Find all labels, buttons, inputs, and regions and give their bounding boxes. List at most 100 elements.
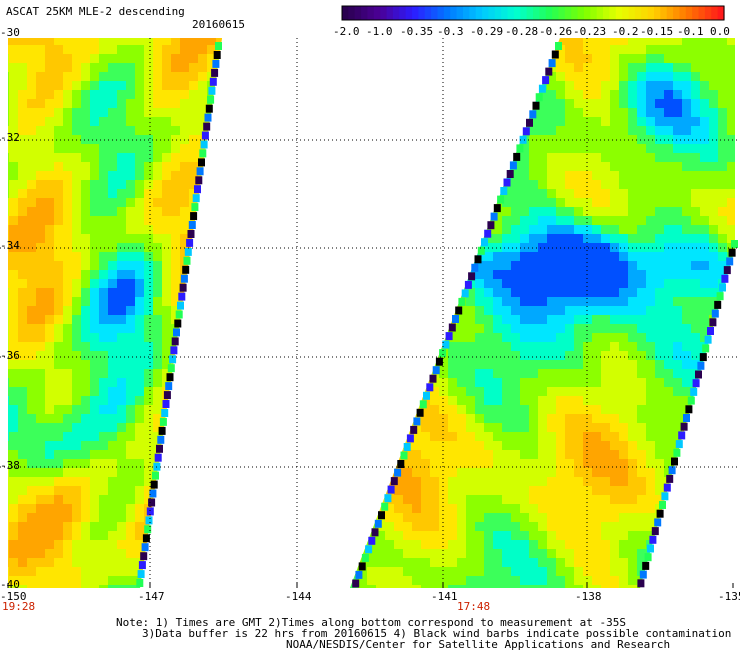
data-cell: [18, 441, 28, 451]
data-cell: [135, 540, 145, 550]
data-cell: [565, 45, 575, 55]
data-cell: [520, 576, 530, 586]
data-cell: [72, 576, 82, 586]
data-cell: [538, 288, 548, 298]
data-cell: [207, 477, 217, 487]
data-cell: [8, 252, 10, 262]
data-cell: [72, 324, 82, 334]
data-cell: [207, 369, 217, 379]
data-cell: [439, 207, 449, 217]
data-cell: [430, 234, 440, 244]
data-cell: [117, 180, 127, 190]
data-cell: [412, 126, 422, 136]
data-cell: [36, 90, 46, 100]
data-cell: [144, 207, 154, 217]
data-cell: [520, 225, 530, 235]
data-cell: [466, 369, 476, 379]
edge-pixel: [477, 246, 485, 255]
edge-pixel: [355, 570, 363, 579]
data-cell: [162, 513, 172, 523]
data-cell: [99, 153, 109, 163]
data-cell: [198, 144, 208, 154]
data-cell: [99, 576, 109, 586]
data-cell: [153, 38, 163, 46]
data-cell: [18, 567, 28, 577]
edge-pixel: [146, 507, 154, 516]
data-cell: [180, 207, 190, 217]
data-cell: [439, 558, 449, 568]
data-cell: [358, 90, 368, 100]
data-cell: [619, 38, 629, 46]
data-cell: [350, 351, 359, 361]
data-cell: [180, 324, 190, 334]
data-cell: [45, 189, 55, 199]
data-cell: [493, 450, 503, 460]
data-cell: [556, 405, 566, 415]
data-cell: [376, 207, 386, 217]
data-cell: [646, 576, 656, 586]
data-cell: [90, 558, 100, 568]
data-cell: [72, 207, 82, 217]
data-cell: [493, 585, 503, 588]
data-cell: [340, 558, 350, 568]
data-cell: [54, 342, 64, 352]
data-cell: [520, 522, 530, 532]
data-cell: [9, 522, 19, 532]
edge-pixel: [464, 280, 472, 289]
data-cell: [475, 207, 485, 217]
data-cell: [583, 324, 593, 334]
data-cell: [628, 234, 638, 244]
data-cell: [198, 270, 208, 280]
data-cell: [718, 38, 728, 46]
data-cell: [403, 225, 413, 235]
data-cell: [529, 369, 539, 379]
data-cell: [207, 495, 217, 505]
data-cell: [538, 279, 548, 289]
edge-pixel: [204, 113, 212, 122]
data-cell: [27, 405, 37, 415]
edge-pixel: [352, 579, 360, 588]
data-cell: [99, 432, 109, 442]
data-cell: [727, 108, 735, 118]
data-cell: [63, 198, 73, 208]
data-cell: [565, 288, 575, 298]
data-cell: [412, 558, 422, 568]
data-cell: [547, 225, 557, 235]
data-cell: [81, 54, 91, 64]
data-cell: [36, 351, 46, 361]
data-cell: [54, 126, 64, 136]
data-cell: [655, 279, 665, 289]
colorbar-label: -0.23: [573, 25, 607, 38]
data-cell: [340, 432, 350, 442]
data-cell: [673, 297, 683, 307]
data-cell: [81, 387, 91, 397]
data-cell: [340, 180, 350, 190]
data-cell: [664, 585, 674, 588]
colorbar-swatch: [443, 6, 451, 20]
data-cell: [736, 567, 740, 577]
data-cell: [340, 108, 350, 118]
data-cell: [718, 126, 728, 136]
data-cell: [153, 351, 163, 361]
data-cell: [484, 369, 494, 379]
data-cell: [126, 135, 136, 145]
data-cell: [619, 297, 629, 307]
data-cell: [54, 477, 64, 487]
data-cell: [682, 207, 692, 217]
data-cell: [403, 369, 413, 379]
data-cell: [511, 558, 521, 568]
data-cell: [655, 126, 665, 136]
data-cell: [709, 450, 719, 460]
data-cell: [466, 360, 476, 370]
data-cell: [475, 585, 485, 588]
data-cell: [376, 540, 386, 550]
data-cell: [601, 378, 611, 388]
data-cell: [439, 459, 449, 469]
data-cell: [727, 468, 735, 478]
data-cell: [574, 441, 584, 451]
data-cell: [412, 90, 422, 100]
data-cell: [583, 387, 593, 397]
data-cell: [45, 342, 55, 352]
data-cell: [556, 189, 566, 199]
data-cell: [8, 270, 10, 280]
